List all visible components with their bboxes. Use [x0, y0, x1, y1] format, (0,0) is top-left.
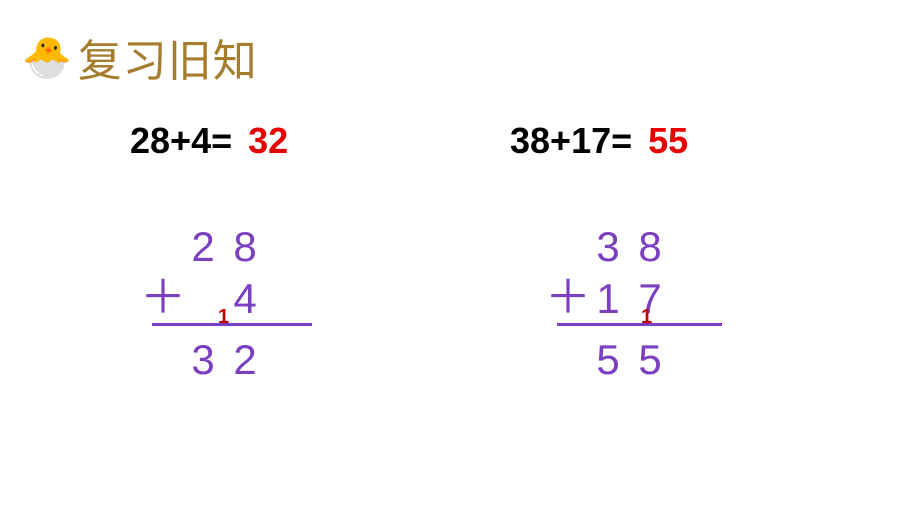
addend2-tens: 1 [587, 273, 629, 326]
equation-answer: 32 [248, 120, 288, 161]
addend2-ones: 4 [224, 273, 266, 326]
carry-mark: 1 [641, 305, 652, 330]
equation-line: 38+17= 55 [510, 120, 790, 162]
spacer [545, 330, 587, 388]
addend1-tens: 3 [587, 221, 629, 274]
result-row: 3 2 [140, 330, 330, 382]
chick-icon: 🐣 [22, 34, 72, 81]
result-ones: 5 [629, 334, 671, 387]
work-area: 28+4= 32 2 8 ＋ 4 1 3 2 38+ [0, 120, 920, 382]
addend1-row: 2 8 [140, 217, 330, 269]
vertical-addition: 3 8 ＋ 1 7 1 5 5 [545, 217, 735, 382]
addend1-ones: 8 [629, 221, 671, 274]
addend1-tens: 2 [182, 221, 224, 274]
vertical-addition: 2 8 ＋ 4 1 3 2 [140, 217, 330, 382]
page-header: 🐣 复习旧知 [22, 25, 258, 89]
equation-answer: 55 [648, 120, 688, 161]
carry-mark: 1 [218, 305, 229, 330]
equation-lhs: 28+4= [130, 120, 232, 161]
addend1-ones: 8 [224, 221, 266, 274]
spacer [140, 330, 182, 388]
addend2-row: ＋ 4 [140, 269, 330, 321]
equation-lhs: 38+17= [510, 120, 632, 161]
addend2-row: ＋ 1 7 [545, 269, 735, 321]
result-ones: 2 [224, 334, 266, 387]
result-tens: 5 [587, 334, 629, 387]
spacer [545, 217, 587, 275]
plus-sign: ＋ [140, 269, 182, 327]
result-tens: 3 [182, 334, 224, 387]
equation-line: 28+4= 32 [130, 120, 410, 162]
addend1-row: 3 8 [545, 217, 735, 269]
plus-sign: ＋ [545, 269, 587, 327]
spacer [140, 217, 182, 275]
result-row: 5 5 [545, 330, 735, 382]
problem-1: 28+4= 32 2 8 ＋ 4 1 3 2 [130, 120, 410, 382]
page-title: 复习旧知 [78, 25, 258, 89]
problem-2: 38+17= 55 3 8 ＋ 1 7 1 5 5 [510, 120, 790, 382]
